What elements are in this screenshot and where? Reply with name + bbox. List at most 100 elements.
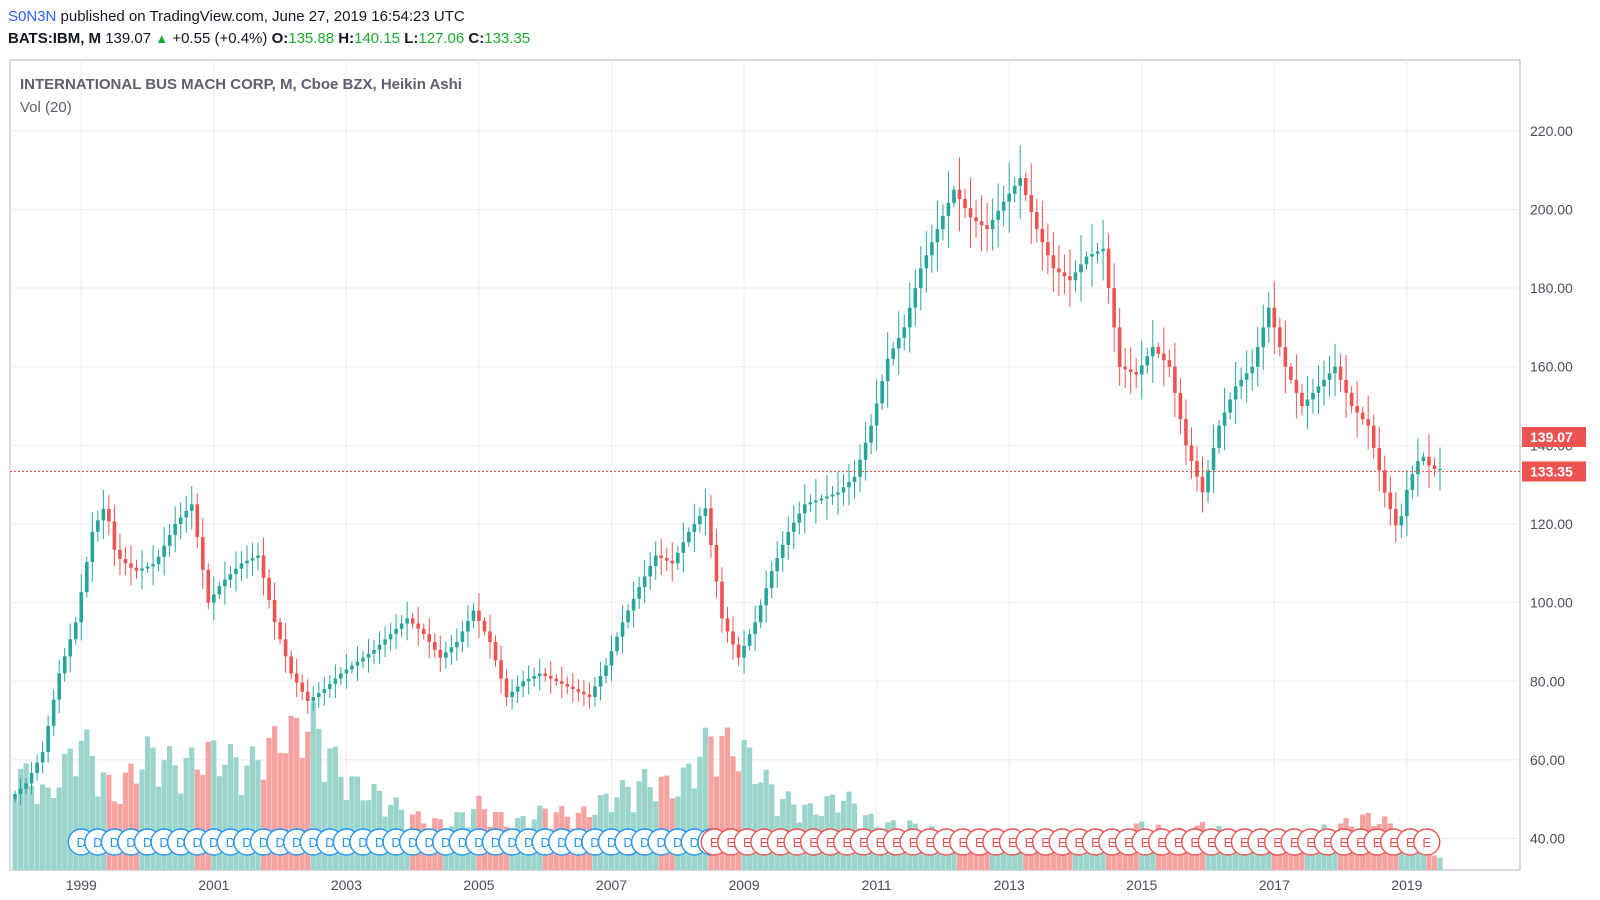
candle-body[interactable] — [836, 492, 840, 495]
candle-body[interactable] — [1255, 347, 1260, 367]
candle-body[interactable] — [350, 665, 354, 670]
candle-body[interactable] — [797, 513, 802, 523]
candle-body[interactable] — [1283, 347, 1288, 367]
candle-body[interactable] — [1211, 447, 1216, 471]
candle-body[interactable] — [1278, 327, 1282, 348]
candle-body[interactable] — [1101, 248, 1105, 252]
candle-body[interactable] — [272, 600, 277, 623]
candle-body[interactable] — [885, 358, 890, 382]
candle-body[interactable] — [51, 699, 56, 726]
candle-body[interactable] — [1112, 288, 1116, 328]
candle-body[interactable] — [62, 656, 67, 674]
candle-body[interactable] — [471, 610, 476, 621]
candle-body[interactable] — [145, 566, 150, 569]
candle-body[interactable] — [1173, 366, 1177, 393]
candle-body[interactable] — [444, 652, 448, 658]
candle-body[interactable] — [355, 661, 360, 666]
candle-body[interactable] — [18, 788, 23, 794]
candle-body[interactable] — [316, 693, 321, 697]
candle-body[interactable] — [294, 673, 299, 683]
candle-body[interactable] — [1289, 366, 1293, 380]
candle-body[interactable] — [626, 610, 630, 623]
candle-body[interactable] — [598, 676, 603, 687]
candle-body[interactable] — [990, 219, 995, 230]
candle-body[interactable] — [526, 678, 531, 682]
candle-body[interactable] — [637, 586, 641, 599]
candle-body[interactable] — [118, 549, 122, 559]
candle-body[interactable] — [907, 307, 912, 328]
candle-body[interactable] — [830, 494, 835, 497]
candle-body[interactable] — [891, 348, 895, 359]
candle-body[interactable] — [85, 561, 89, 593]
price-axis[interactable]: 40.0060.0080.00100.00120.00140.00160.001… — [1530, 123, 1573, 847]
candle-body[interactable] — [664, 558, 669, 561]
candle-body[interactable] — [786, 531, 791, 545]
candle-body[interactable] — [399, 623, 404, 629]
candle-body[interactable] — [339, 673, 343, 679]
candle-body[interactable] — [548, 676, 553, 679]
candle-body[interactable] — [758, 605, 763, 623]
event-markers[interactable]: DDDDDDDDDDDDDDDDDDDDDDDDDDDDDDDDDDDDDDDE… — [67, 828, 1441, 856]
candle-body[interactable] — [1106, 248, 1111, 289]
candle-body[interactable] — [725, 618, 730, 632]
candle-body[interactable] — [1090, 253, 1094, 257]
candle-body[interactable] — [648, 565, 652, 577]
candle-body[interactable] — [714, 544, 719, 582]
candle-body[interactable] — [1018, 177, 1023, 186]
candle-body[interactable] — [1327, 373, 1332, 380]
candle-body[interactable] — [1427, 456, 1431, 466]
candle-body[interactable] — [1001, 201, 1006, 211]
candle-body[interactable] — [189, 504, 194, 511]
candle-body[interactable] — [1355, 406, 1359, 413]
candle-body[interactable] — [140, 568, 144, 571]
candle-body[interactable] — [322, 689, 327, 694]
candle-body[interactable] — [736, 644, 741, 658]
candle-body[interactable] — [1377, 447, 1382, 471]
candle-body[interactable] — [1079, 264, 1083, 273]
candle-body[interactable] — [1095, 251, 1100, 254]
candle-body[interactable] — [405, 618, 409, 624]
candle-body[interactable] — [162, 545, 166, 557]
candle-body[interactable] — [675, 552, 680, 564]
candle-body[interactable] — [300, 682, 305, 692]
candle-body[interactable] — [1040, 229, 1045, 243]
candle-body[interactable] — [1222, 412, 1227, 426]
candle-body[interactable] — [410, 618, 415, 624]
candle-body[interactable] — [278, 622, 282, 640]
candle-body[interactable] — [709, 508, 713, 545]
candle-body[interactable] — [1057, 268, 1061, 273]
candle-body[interactable] — [924, 255, 929, 269]
candle-body[interactable] — [720, 581, 724, 619]
candle-body[interactable] — [1134, 371, 1139, 375]
candle-body[interactable] — [1360, 412, 1365, 420]
candle-body[interactable] — [769, 571, 774, 589]
candle-body[interactable] — [29, 773, 34, 784]
candle-body[interactable] — [488, 631, 492, 642]
candle-body[interactable] — [366, 653, 371, 658]
candle-body[interactable] — [560, 681, 564, 684]
candle-body[interactable] — [173, 523, 177, 535]
candle-body[interactable] — [68, 639, 73, 657]
candle-body[interactable] — [869, 425, 873, 443]
candle-body[interactable] — [416, 623, 420, 629]
candle-body[interactable] — [1294, 379, 1299, 393]
candle-body[interactable] — [604, 665, 608, 677]
candle-body[interactable] — [499, 660, 503, 679]
candle-body[interactable] — [703, 508, 708, 517]
candle-body[interactable] — [510, 691, 514, 697]
candle-body[interactable] — [151, 564, 155, 567]
candle-body[interactable] — [780, 544, 785, 559]
candle-body[interactable] — [438, 649, 443, 658]
candle-body[interactable] — [1189, 445, 1194, 462]
candle-body[interactable] — [1145, 356, 1150, 366]
candle-body[interactable] — [493, 641, 498, 661]
candle-body[interactable] — [167, 534, 172, 546]
candle-body[interactable] — [554, 678, 559, 682]
candle-body[interactable] — [659, 555, 664, 559]
candle-body[interactable] — [1156, 347, 1161, 354]
candle-body[interactable] — [1007, 193, 1011, 202]
candle-body[interactable] — [863, 442, 868, 460]
candle-body[interactable] — [40, 752, 45, 763]
candle-body[interactable] — [952, 189, 956, 203]
candle-body[interactable] — [979, 221, 984, 226]
